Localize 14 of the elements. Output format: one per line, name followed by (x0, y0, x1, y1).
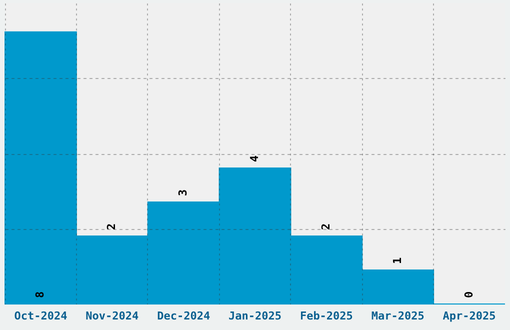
data-label: 3 (176, 189, 190, 196)
data-label: 0 (462, 291, 476, 298)
x-tick-label: Oct-2024 (14, 310, 68, 322)
x-tick-label: Mar-2025 (371, 310, 424, 322)
x-tick-label: Feb-2025 (300, 310, 353, 322)
data-label: 1 (390, 256, 404, 264)
x-tick-label: Dec-2024 (157, 310, 210, 322)
x-tick-label: Apr-2025 (442, 310, 496, 322)
x-tick-label: Jan-2025 (228, 310, 282, 322)
data-label: 8 (34, 291, 47, 298)
data-label: 4 (248, 154, 261, 162)
data-label: 2 (105, 223, 118, 230)
x-tick-label: Nov-2024 (86, 310, 140, 322)
data-label: 2 (319, 223, 332, 230)
